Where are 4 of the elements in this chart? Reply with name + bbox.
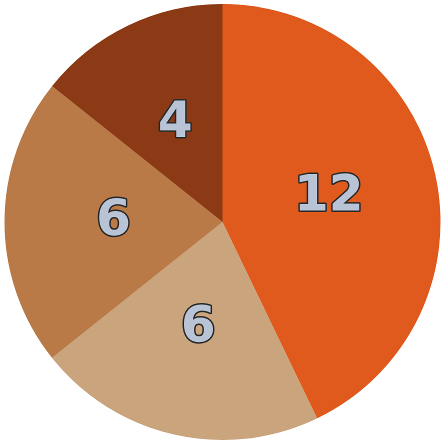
data-label: 6 — [96, 188, 131, 247]
data-label: 12 — [294, 164, 364, 223]
data-label: 4 — [158, 90, 193, 149]
data-label: 6 — [180, 295, 216, 354]
